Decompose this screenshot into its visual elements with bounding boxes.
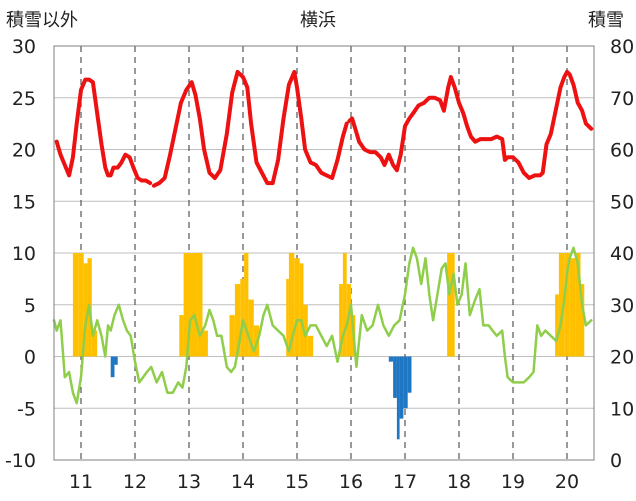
right-tick-label: 50 — [610, 191, 634, 213]
orange-bar — [91, 330, 98, 357]
gridlines — [54, 45, 594, 461]
x-tick-label: 16 — [339, 471, 363, 493]
orange-bar — [244, 253, 249, 357]
orange-bar — [179, 315, 184, 357]
red-series-line — [54, 77, 153, 186]
orange-bar — [234, 284, 241, 357]
blue-bar — [388, 356, 394, 362]
orange-bar — [202, 330, 208, 357]
left-tick-label: 5 — [24, 295, 36, 317]
chart-title: 横浜 — [300, 10, 336, 31]
orange-bar — [580, 284, 585, 357]
orange-bar — [78, 253, 84, 357]
x-tick-label: 14 — [231, 471, 255, 493]
x-tick-label: 15 — [285, 471, 309, 493]
orange-bar — [240, 278, 245, 357]
orange-bar — [575, 253, 581, 357]
orange-bar — [248, 299, 254, 357]
orange-bar — [555, 294, 559, 357]
x-tick-label: 19 — [501, 471, 525, 493]
right-tick-label: 80 — [610, 36, 634, 58]
left-axis-title: 積雪以外 — [6, 10, 78, 31]
bars — [72, 253, 585, 440]
red-series-line — [151, 69, 349, 188]
orange-bar — [569, 258, 576, 357]
blue-bar — [114, 356, 118, 365]
orange-bar — [342, 253, 347, 357]
orange-bar — [447, 253, 455, 357]
orange-bar — [564, 253, 570, 357]
orange-bar — [229, 315, 235, 357]
blue-bar — [393, 356, 397, 398]
right-axis-title: 積雪 — [588, 10, 624, 31]
right-tick-label: 40 — [610, 243, 634, 265]
left-tick-label: 0 — [24, 347, 36, 369]
orange-bar — [307, 335, 314, 357]
x-tick-label: 13 — [177, 471, 201, 493]
left-tick-label: 10 — [12, 243, 36, 265]
blue-bar — [407, 356, 412, 393]
right-axis-ticks: 0 10 20 30 40 50 60 70 80 — [610, 36, 634, 472]
x-tick-label: 11 — [69, 471, 93, 493]
left-axis-ticks: -10 -5 0 5 10 15 20 25 30 — [5, 36, 36, 472]
orange-bar — [294, 258, 300, 357]
orange-bar — [303, 304, 308, 357]
right-tick-label: 30 — [610, 295, 634, 317]
orange-bar — [558, 253, 565, 357]
left-tick-label: -10 — [5, 450, 36, 472]
right-tick-label: 20 — [610, 347, 634, 369]
right-tick-label: 60 — [610, 140, 634, 162]
orange-bar — [339, 284, 343, 357]
left-tick-label: 30 — [12, 36, 36, 58]
left-tick-label: 20 — [12, 140, 36, 162]
x-tick-label: 17 — [393, 471, 417, 493]
orange-bar — [183, 253, 198, 357]
left-tick-label: 25 — [12, 88, 36, 110]
plot-frame — [53, 45, 595, 461]
orange-bar — [288, 253, 295, 357]
green-series-line — [52, 246, 593, 405]
orange-bar — [72, 253, 79, 357]
x-axis-ticks: 11 12 13 14 15 16 17 18 19 20 — [69, 471, 579, 493]
left-tick-label: 15 — [12, 191, 36, 213]
series-lines — [52, 69, 594, 405]
right-tick-label: 10 — [610, 398, 634, 420]
right-tick-label: 0 — [610, 450, 622, 472]
orange-bar — [286, 278, 289, 357]
x-tick-label: 20 — [555, 471, 579, 493]
blue-bar — [396, 356, 400, 440]
blue-bar — [110, 356, 115, 378]
blue-bar — [399, 356, 404, 419]
right-tick-label: 70 — [610, 88, 634, 110]
orange-bar — [197, 253, 203, 357]
red-series-line — [347, 69, 594, 180]
left-tick-label: -5 — [17, 398, 36, 420]
orange-bar — [299, 263, 304, 357]
x-tick-label: 12 — [123, 471, 147, 493]
orange-bar — [83, 263, 88, 357]
blue-bar — [403, 356, 408, 409]
x-tick-label: 18 — [447, 471, 471, 493]
